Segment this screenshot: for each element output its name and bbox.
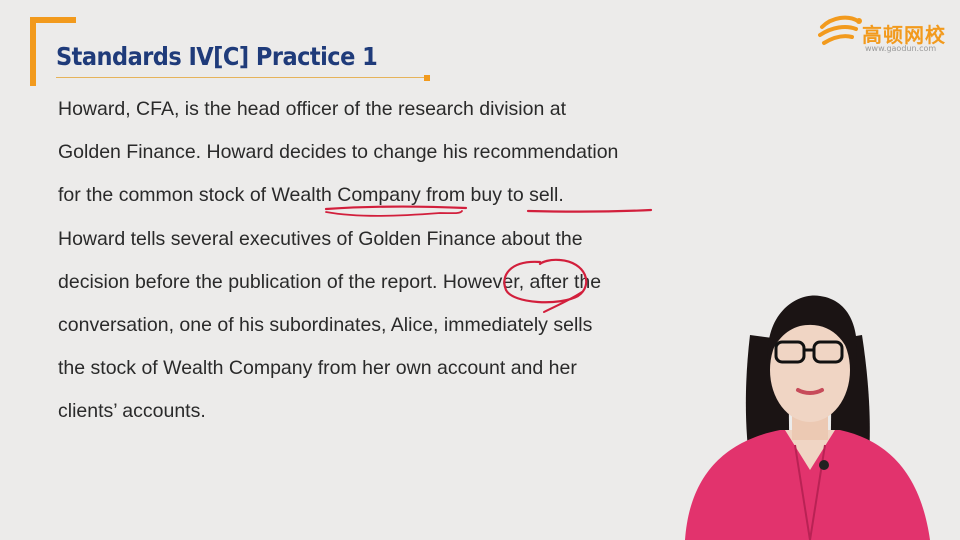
title-bracket-horizontal <box>30 17 76 23</box>
gaodun-logo-icon <box>818 15 862 45</box>
logo-url: www.gaodun.com <box>865 44 937 53</box>
presenter-image <box>685 295 930 540</box>
body-line: Golden Finance. Howard decides to change… <box>58 141 619 164</box>
slide-title: Standards IV[C] Practice 1 <box>56 42 378 71</box>
title-underline <box>56 77 426 78</box>
title-bracket-vertical <box>30 17 36 86</box>
body-line: decision before the publication of the r… <box>58 270 602 293</box>
logo-wordmark: 高顿网校 <box>862 23 946 47</box>
brand-logo: 高顿网校 www.gaodun.com <box>818 13 948 59</box>
body-line: for the common stock of Wealth Company f… <box>58 184 564 207</box>
body-line: Howard, CFA, is the head officer of the … <box>58 98 566 120</box>
body-line: conversation, one of his subordinates, A… <box>58 313 593 336</box>
body-line: clients’ accounts. <box>58 400 206 423</box>
body-line: the stock of Wealth Company from her own… <box>58 357 577 380</box>
body-line: Howard tells several executives of Golde… <box>58 227 583 250</box>
slide-body: Howard, CFA, is the head officer of the … <box>58 88 698 434</box>
title-underline-end <box>424 75 430 81</box>
